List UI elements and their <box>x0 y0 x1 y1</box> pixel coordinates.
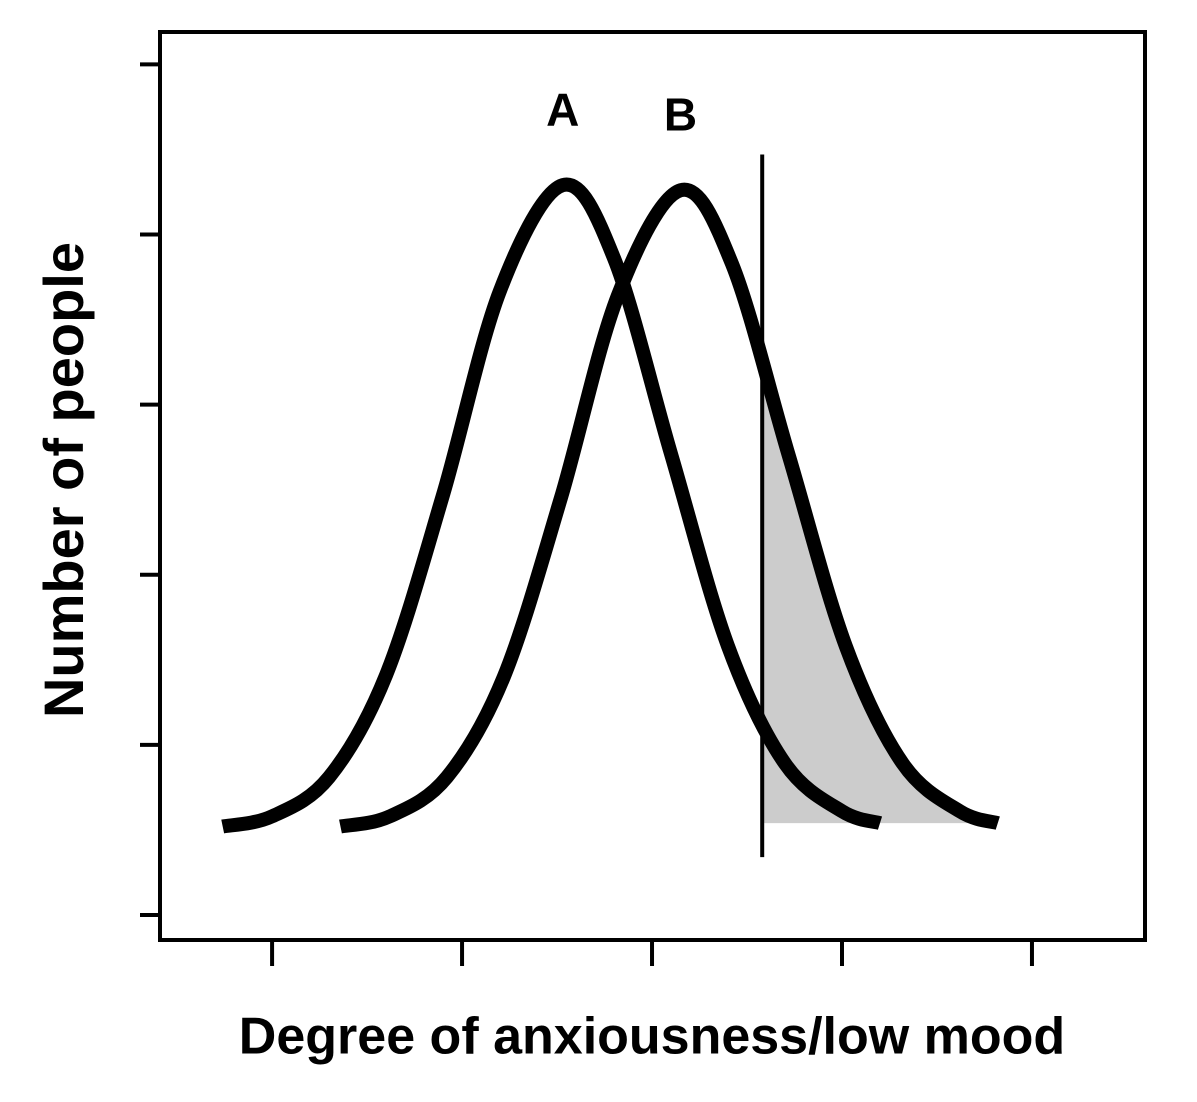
shaded-tail <box>762 365 998 824</box>
curve-label: A <box>546 83 579 135</box>
y-axis-label: Number of people <box>32 242 95 718</box>
curve <box>221 177 883 834</box>
curve-label: B <box>664 88 697 140</box>
x-axis-label: Degree of anxiousness/low mood <box>239 1008 1065 1066</box>
curve <box>339 182 1000 834</box>
